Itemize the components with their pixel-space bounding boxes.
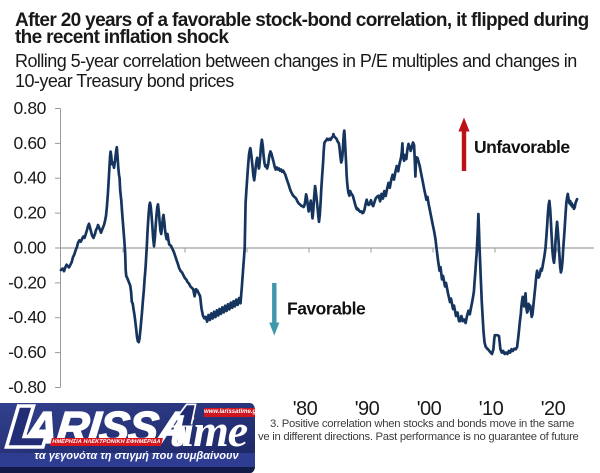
svg-text:'10: '10 [479, 398, 504, 420]
svg-text:'80: '80 [293, 398, 318, 420]
svg-text:0.20: 0.20 [14, 203, 47, 223]
svg-text:0.40: 0.40 [14, 168, 47, 188]
svg-text:'20: '20 [541, 398, 566, 420]
svg-text:-0.40: -0.40 [8, 307, 47, 327]
svg-text:-0.20: -0.20 [8, 272, 47, 292]
svg-text:-0.60: -0.60 [8, 342, 47, 362]
svg-text:-0.80: -0.80 [8, 377, 47, 397]
svg-text:Favorable: Favorable [287, 299, 366, 319]
svg-text:0.80: 0.80 [14, 98, 47, 118]
svg-text:0.00: 0.00 [14, 238, 47, 258]
svg-text:'90: '90 [355, 398, 380, 420]
svg-text:0.60: 0.60 [14, 133, 47, 153]
svg-text:Unfavorable: Unfavorable [474, 137, 570, 157]
svg-text:'00: '00 [417, 398, 442, 420]
